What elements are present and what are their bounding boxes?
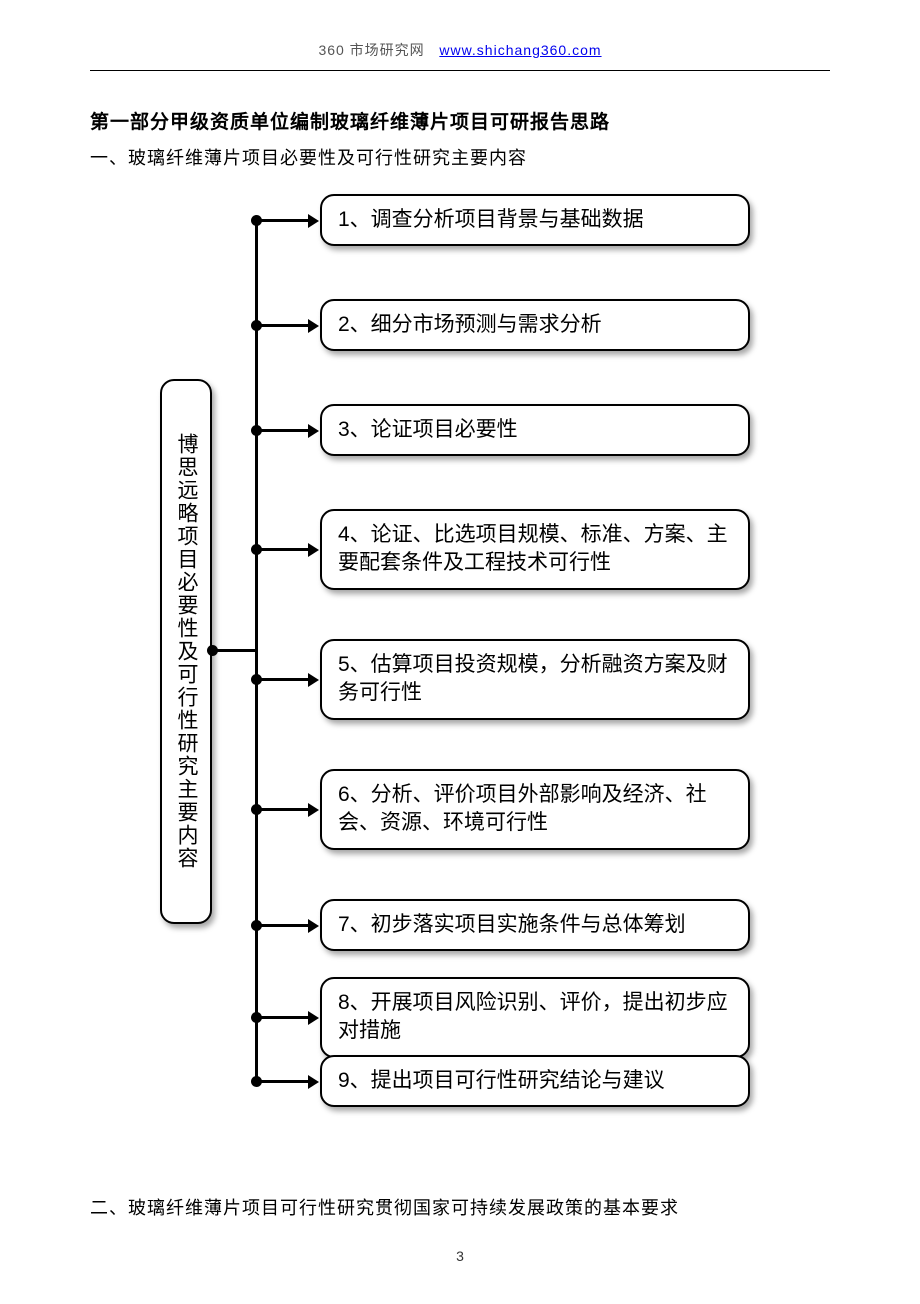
branch-line xyxy=(255,429,310,432)
site-link[interactable]: www.shichang360.com xyxy=(439,42,601,58)
step-node: 9、提出项目可行性研究结论与建议 xyxy=(320,1055,750,1107)
subsection-2-title: 二、玻璃纤维薄片项目可行性研究贯彻国家可持续发展政策的基本要求 xyxy=(90,1194,830,1220)
junction-dot xyxy=(251,674,262,685)
branch-line xyxy=(255,924,310,927)
arrow-right-icon xyxy=(308,673,319,687)
step-node-label: 1、调查分析项目背景与基础数据 xyxy=(338,208,644,231)
junction-dot xyxy=(251,804,262,815)
step-node-label: 2、细分市场预测与需求分析 xyxy=(338,313,602,336)
step-node: 2、细分市场预测与需求分析 xyxy=(320,299,750,351)
arrow-right-icon xyxy=(308,424,319,438)
step-node: 4、论证、比选项目规模、标准、方案、主要配套条件及工程技术可行性 xyxy=(320,509,750,590)
branch-line xyxy=(255,808,310,811)
branch-line xyxy=(255,548,310,551)
site-name-text: 360 市场研究网 xyxy=(318,42,424,58)
arrow-right-icon xyxy=(308,319,319,333)
page-number: 3 xyxy=(90,1248,830,1264)
junction-dot xyxy=(251,544,262,555)
step-node: 6、分析、评价项目外部影响及经济、社会、资源、环境可行性 xyxy=(320,769,750,850)
junction-dot xyxy=(251,425,262,436)
branch-line xyxy=(255,219,310,222)
step-node: 3、论证项目必要性 xyxy=(320,404,750,456)
arrow-right-icon xyxy=(308,803,319,817)
step-node-label: 3、论证项目必要性 xyxy=(338,418,518,441)
step-node-label: 5、估算项目投资规模，分析融资方案及财务可行性 xyxy=(338,653,728,704)
section-title: 第一部分甲级资质单位编制玻璃纤维薄片项目可研报告思路 xyxy=(90,107,830,134)
root-junction-dot xyxy=(207,645,218,656)
junction-dot xyxy=(251,1012,262,1023)
branch-line xyxy=(255,678,310,681)
subsection-1-title: 一、玻璃纤维薄片项目必要性及可行性研究主要内容 xyxy=(90,144,830,170)
page-header: 360 市场研究网 www.shichang360.com xyxy=(90,40,830,71)
flow-diagram: 博思远略项目必要性及可行性研究主要内容 1、调查分析项目背景与基础数据 2、细分市… xyxy=(150,194,770,1114)
document-page: 360 市场研究网 www.shichang360.com 第一部分甲级资质单位… xyxy=(0,0,920,1304)
branch-line xyxy=(255,1080,310,1083)
step-node: 7、初步落实项目实施条件与总体筹划 xyxy=(320,899,750,951)
branch-line xyxy=(255,324,310,327)
step-node-label: 6、分析、评价项目外部影响及经济、社会、资源、环境可行性 xyxy=(338,783,707,834)
branch-line xyxy=(255,1016,310,1019)
step-node: 5、估算项目投资规模，分析融资方案及财务可行性 xyxy=(320,639,750,720)
root-branch-line xyxy=(212,649,258,652)
arrow-right-icon xyxy=(308,1011,319,1025)
root-node: 博思远略项目必要性及可行性研究主要内容 xyxy=(160,379,212,924)
step-node-label: 4、论证、比选项目规模、标准、方案、主要配套条件及工程技术可行性 xyxy=(338,523,728,574)
arrow-right-icon xyxy=(308,919,319,933)
step-node-label: 9、提出项目可行性研究结论与建议 xyxy=(338,1069,665,1092)
junction-dot xyxy=(251,920,262,931)
arrow-right-icon xyxy=(308,1075,319,1089)
step-node-label: 7、初步落实项目实施条件与总体筹划 xyxy=(338,913,686,936)
arrow-right-icon xyxy=(308,214,319,228)
step-node: 1、调查分析项目背景与基础数据 xyxy=(320,194,750,246)
step-node-label: 8、开展项目风险识别、评价，提出初步应对措施 xyxy=(338,991,728,1042)
junction-dot xyxy=(251,215,262,226)
step-node: 8、开展项目风险识别、评价，提出初步应对措施 xyxy=(320,977,750,1058)
junction-dot xyxy=(251,320,262,331)
junction-dot xyxy=(251,1076,262,1087)
root-node-label: 博思远略项目必要性及可行性研究主要内容 xyxy=(175,433,197,870)
arrow-right-icon xyxy=(308,543,319,557)
